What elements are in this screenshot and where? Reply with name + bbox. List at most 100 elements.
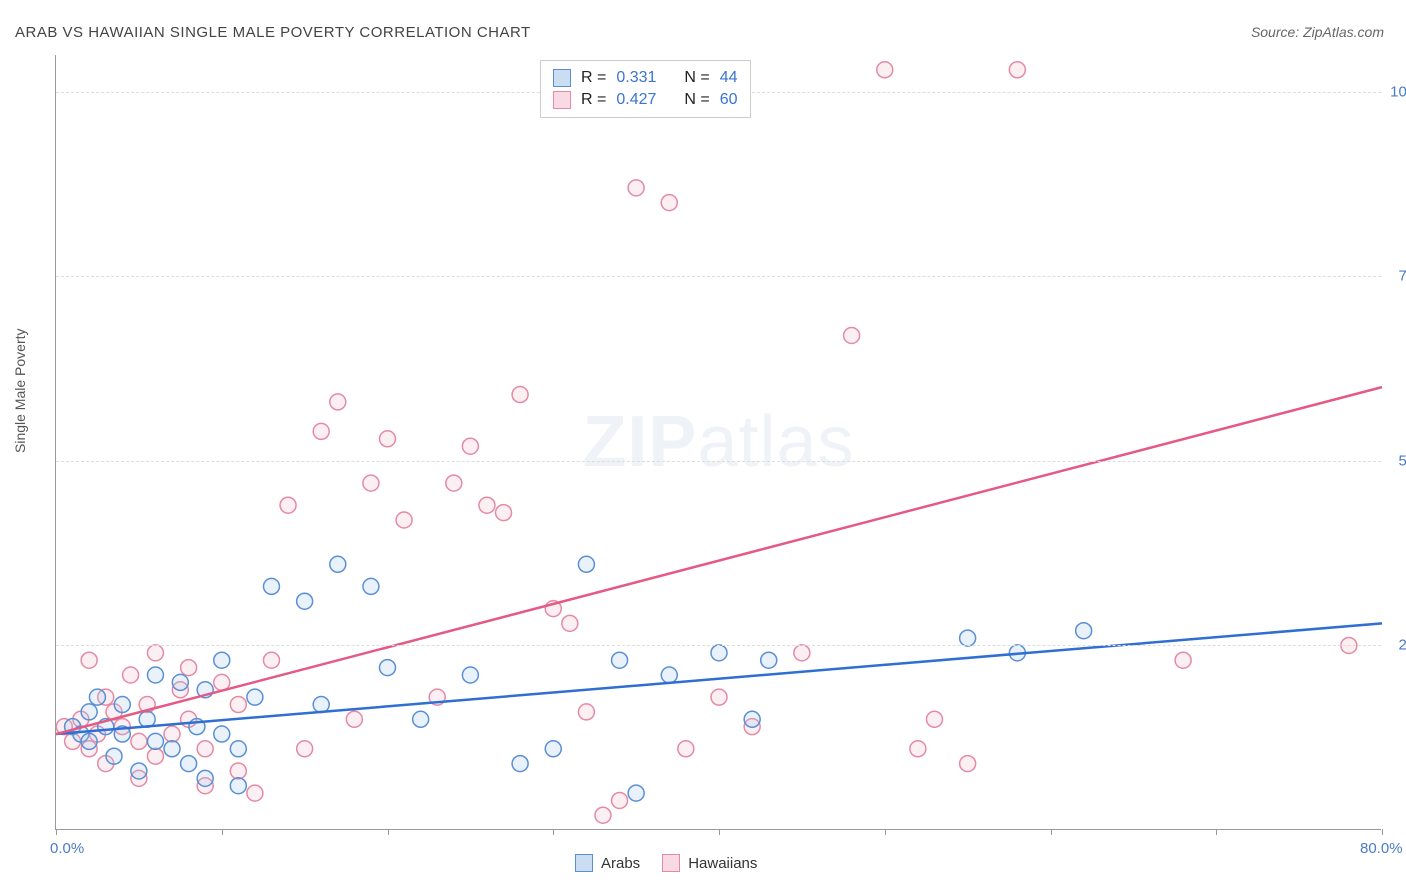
data-point-arabs xyxy=(960,630,976,646)
data-point-hawaiians xyxy=(230,763,246,779)
data-point-hawaiians xyxy=(1009,62,1025,78)
data-point-hawaiians xyxy=(612,792,628,808)
x-tick xyxy=(1216,829,1217,835)
data-point-hawaiians xyxy=(147,748,163,764)
data-point-hawaiians xyxy=(1175,652,1191,668)
data-point-hawaiians xyxy=(479,497,495,513)
data-point-arabs xyxy=(711,645,727,661)
legend-label-hawaiians: Hawaiians xyxy=(688,855,757,872)
series-legend: Arabs Hawaiians xyxy=(575,854,757,872)
swatch-arabs xyxy=(553,69,571,87)
data-point-arabs xyxy=(172,674,188,690)
data-point-arabs xyxy=(106,748,122,764)
data-point-hawaiians xyxy=(578,704,594,720)
correlation-chart: ARAB VS HAWAIIAN SINGLE MALE POVERTY COR… xyxy=(0,0,1406,892)
data-point-arabs xyxy=(512,756,528,772)
trend-line-hawaiians xyxy=(56,387,1382,734)
data-point-arabs xyxy=(114,697,130,713)
x-tick-label: 80.0% xyxy=(1360,840,1403,857)
x-tick xyxy=(222,829,223,835)
x-tick xyxy=(553,829,554,835)
data-point-arabs xyxy=(214,726,230,742)
data-point-hawaiians xyxy=(628,180,644,196)
data-point-arabs xyxy=(578,556,594,572)
data-point-arabs xyxy=(263,578,279,594)
data-point-arabs xyxy=(297,593,313,609)
y-tick-label: 75.0% xyxy=(1398,268,1406,285)
data-point-hawaiians xyxy=(147,645,163,661)
swatch-hawaiians xyxy=(553,91,571,109)
data-point-arabs xyxy=(89,689,105,705)
data-point-arabs xyxy=(313,697,329,713)
gridline xyxy=(56,276,1381,277)
data-point-hawaiians xyxy=(910,741,926,757)
x-tick xyxy=(56,829,57,835)
y-tick-label: 50.0% xyxy=(1398,452,1406,469)
legend-item-arabs: Arabs xyxy=(575,854,640,872)
data-point-hawaiians xyxy=(877,62,893,78)
data-point-hawaiians xyxy=(462,438,478,454)
swatch-arabs-bottom xyxy=(575,854,593,872)
data-point-arabs xyxy=(612,652,628,668)
data-point-arabs xyxy=(214,652,230,668)
data-point-hawaiians xyxy=(446,475,462,491)
legend-row-arabs: R = 0.331 N = 44 xyxy=(553,67,738,89)
data-point-arabs xyxy=(363,578,379,594)
y-axis-title: Single Male Poverty xyxy=(12,328,28,453)
legend-item-hawaiians: Hawaiians xyxy=(662,854,757,872)
data-point-arabs xyxy=(661,667,677,683)
data-point-hawaiians xyxy=(496,505,512,521)
plot-area: ZIPatlas 25.0%50.0%75.0%100.0%0.0%80.0% xyxy=(55,55,1381,830)
data-point-hawaiians xyxy=(595,807,611,823)
data-point-arabs xyxy=(330,556,346,572)
data-point-hawaiians xyxy=(330,394,346,410)
data-point-hawaiians xyxy=(131,733,147,749)
correlation-legend-box: R = 0.331 N = 44 R = 0.427 N = 60 xyxy=(540,60,751,118)
data-point-hawaiians xyxy=(926,711,942,727)
x-tick xyxy=(1382,829,1383,835)
data-point-arabs xyxy=(628,785,644,801)
data-point-hawaiians xyxy=(263,652,279,668)
data-point-hawaiians xyxy=(661,195,677,211)
source-attribution: Source: ZipAtlas.com xyxy=(1251,24,1384,40)
data-point-hawaiians xyxy=(181,660,197,676)
data-point-arabs xyxy=(462,667,478,683)
x-tick xyxy=(1051,829,1052,835)
data-point-arabs xyxy=(545,741,561,757)
data-point-hawaiians xyxy=(346,711,362,727)
data-point-hawaiians xyxy=(197,741,213,757)
data-point-hawaiians xyxy=(711,689,727,705)
data-point-arabs xyxy=(761,652,777,668)
data-point-hawaiians xyxy=(81,652,97,668)
data-point-arabs xyxy=(131,763,147,779)
data-point-hawaiians xyxy=(396,512,412,528)
data-point-arabs xyxy=(147,667,163,683)
data-point-arabs xyxy=(230,778,246,794)
data-point-hawaiians xyxy=(297,741,313,757)
data-point-hawaiians xyxy=(380,431,396,447)
data-point-hawaiians xyxy=(562,615,578,631)
swatch-hawaiians-bottom xyxy=(662,854,680,872)
data-point-hawaiians xyxy=(123,667,139,683)
data-point-arabs xyxy=(1076,623,1092,639)
data-point-arabs xyxy=(181,756,197,772)
data-point-arabs xyxy=(197,770,213,786)
data-point-arabs xyxy=(413,711,429,727)
legend-row-hawaiians: R = 0.427 N = 60 xyxy=(553,89,738,111)
x-tick xyxy=(719,829,720,835)
data-point-arabs xyxy=(380,660,396,676)
gridline xyxy=(56,645,1381,646)
data-point-hawaiians xyxy=(247,785,263,801)
data-point-hawaiians xyxy=(313,423,329,439)
y-tick-label: 25.0% xyxy=(1398,637,1406,654)
data-point-hawaiians xyxy=(280,497,296,513)
data-point-hawaiians xyxy=(363,475,379,491)
x-tick xyxy=(388,829,389,835)
data-point-hawaiians xyxy=(512,387,528,403)
legend-label-arabs: Arabs xyxy=(601,855,640,872)
x-tick xyxy=(885,829,886,835)
data-point-hawaiians xyxy=(230,697,246,713)
data-point-arabs xyxy=(147,733,163,749)
x-tick-label: 0.0% xyxy=(50,840,84,857)
data-point-hawaiians xyxy=(164,726,180,742)
